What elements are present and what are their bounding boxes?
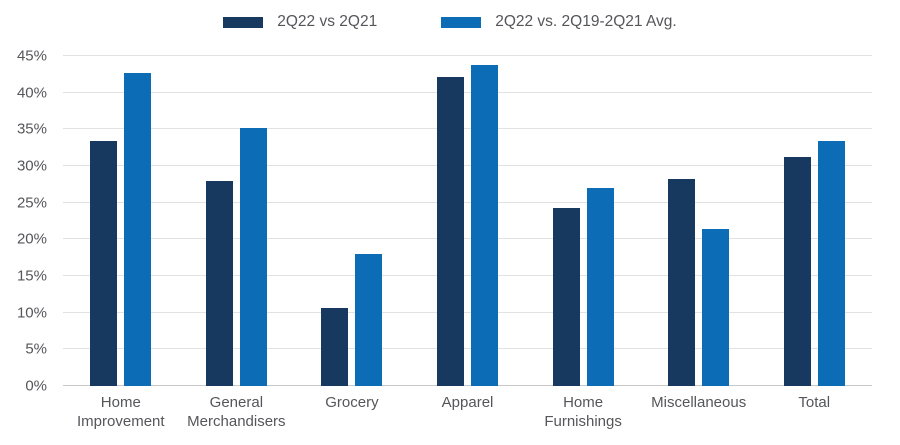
y-tick-label: 15% <box>16 267 47 285</box>
bar <box>437 76 465 386</box>
y-tick-label: 35% <box>16 120 47 138</box>
bar-group <box>63 56 179 386</box>
x-axis-baseline <box>63 385 872 386</box>
chart-legend: 2Q22 vs 2Q21 2Q22 vs. 2Q19-2Q21 Avg. <box>0 13 900 31</box>
bar <box>783 157 811 386</box>
grid-line <box>63 165 872 166</box>
y-tick-label: 25% <box>16 194 47 212</box>
bar-group <box>525 56 641 386</box>
grid-line <box>63 201 872 203</box>
grid-line <box>63 238 872 240</box>
bar <box>471 64 499 386</box>
grid-line <box>63 348 872 350</box>
y-tick-label: 30% <box>16 157 47 175</box>
legend-label: 2Q22 vs. 2Q19-2Q21 Avg. <box>495 13 677 30</box>
chart-plot-area <box>63 55 872 386</box>
y-tick-label: 10% <box>16 304 47 322</box>
y-tick-label: 45% <box>16 47 47 65</box>
grid-line <box>63 311 872 313</box>
legend-item-2q22-vs-2q21: 2Q22 vs 2Q21 <box>223 13 377 31</box>
bar <box>817 141 845 386</box>
bar <box>239 127 267 386</box>
bar <box>205 181 233 386</box>
legend-item-2q22-vs-avg: 2Q22 vs. 2Q19-2Q21 Avg. <box>441 13 677 31</box>
grid-line <box>63 91 872 93</box>
x-category-label: Apparel <box>441 394 494 411</box>
y-tick-label: 5% <box>25 340 47 358</box>
bar-group <box>410 56 526 386</box>
x-category-label: Total <box>798 394 831 411</box>
legend-label: 2Q22 vs 2Q21 <box>277 13 378 30</box>
grid-line <box>63 55 872 56</box>
bar-group <box>641 56 757 386</box>
bar <box>552 207 580 386</box>
x-category-label: General Merchandisers <box>187 394 286 430</box>
bar <box>355 254 383 386</box>
bar-group <box>179 56 295 386</box>
x-category-label: Home Furnishings <box>544 394 622 430</box>
bar <box>668 179 696 386</box>
bar <box>702 229 730 386</box>
bar <box>124 72 152 386</box>
bar <box>90 141 118 386</box>
bar-groups <box>63 56 872 386</box>
legend-swatch-navy <box>223 16 264 28</box>
bar-group <box>756 56 872 386</box>
x-category-label: Home Improvement <box>77 394 165 430</box>
x-axis: Home Improvement General Merchandisers Gro… <box>63 393 872 431</box>
x-category-label: Miscellaneous <box>651 394 747 411</box>
bar <box>586 188 614 386</box>
grid-line <box>63 128 872 130</box>
bar <box>321 307 349 386</box>
legend-swatch-blue <box>441 16 482 28</box>
grid-line <box>63 275 872 276</box>
y-tick-label: 0% <box>25 377 47 395</box>
y-tick-label: 20% <box>16 230 47 248</box>
y-axis: 0% 5% 10% 15% 20% 25% 30% 35% 40% 45% <box>0 48 55 395</box>
bar-group <box>294 56 410 386</box>
y-tick-label: 40% <box>16 84 47 102</box>
x-category-label: Grocery <box>325 394 379 411</box>
